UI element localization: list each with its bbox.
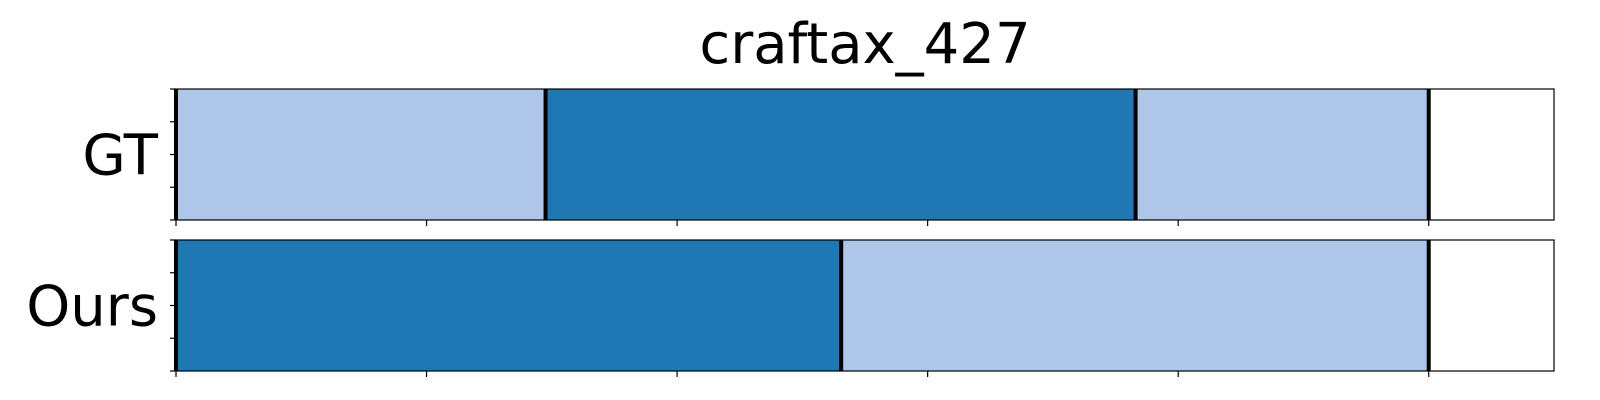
- row-label-ours: Ours: [26, 275, 158, 340]
- rows-layer: GT Ours: [26, 88, 1555, 377]
- segment-gt-2: [1135, 89, 1429, 220]
- row-ours: Ours: [26, 239, 1555, 377]
- row-label-gt: GT: [82, 124, 158, 189]
- row-gt: GT: [82, 88, 1555, 226]
- segment-ours-0: [176, 240, 842, 371]
- segment-gt-0: [176, 89, 546, 220]
- segment-ours-1: [841, 240, 1429, 371]
- chart-title: craftax_427: [699, 12, 1030, 77]
- segment-gt-1: [545, 89, 1136, 220]
